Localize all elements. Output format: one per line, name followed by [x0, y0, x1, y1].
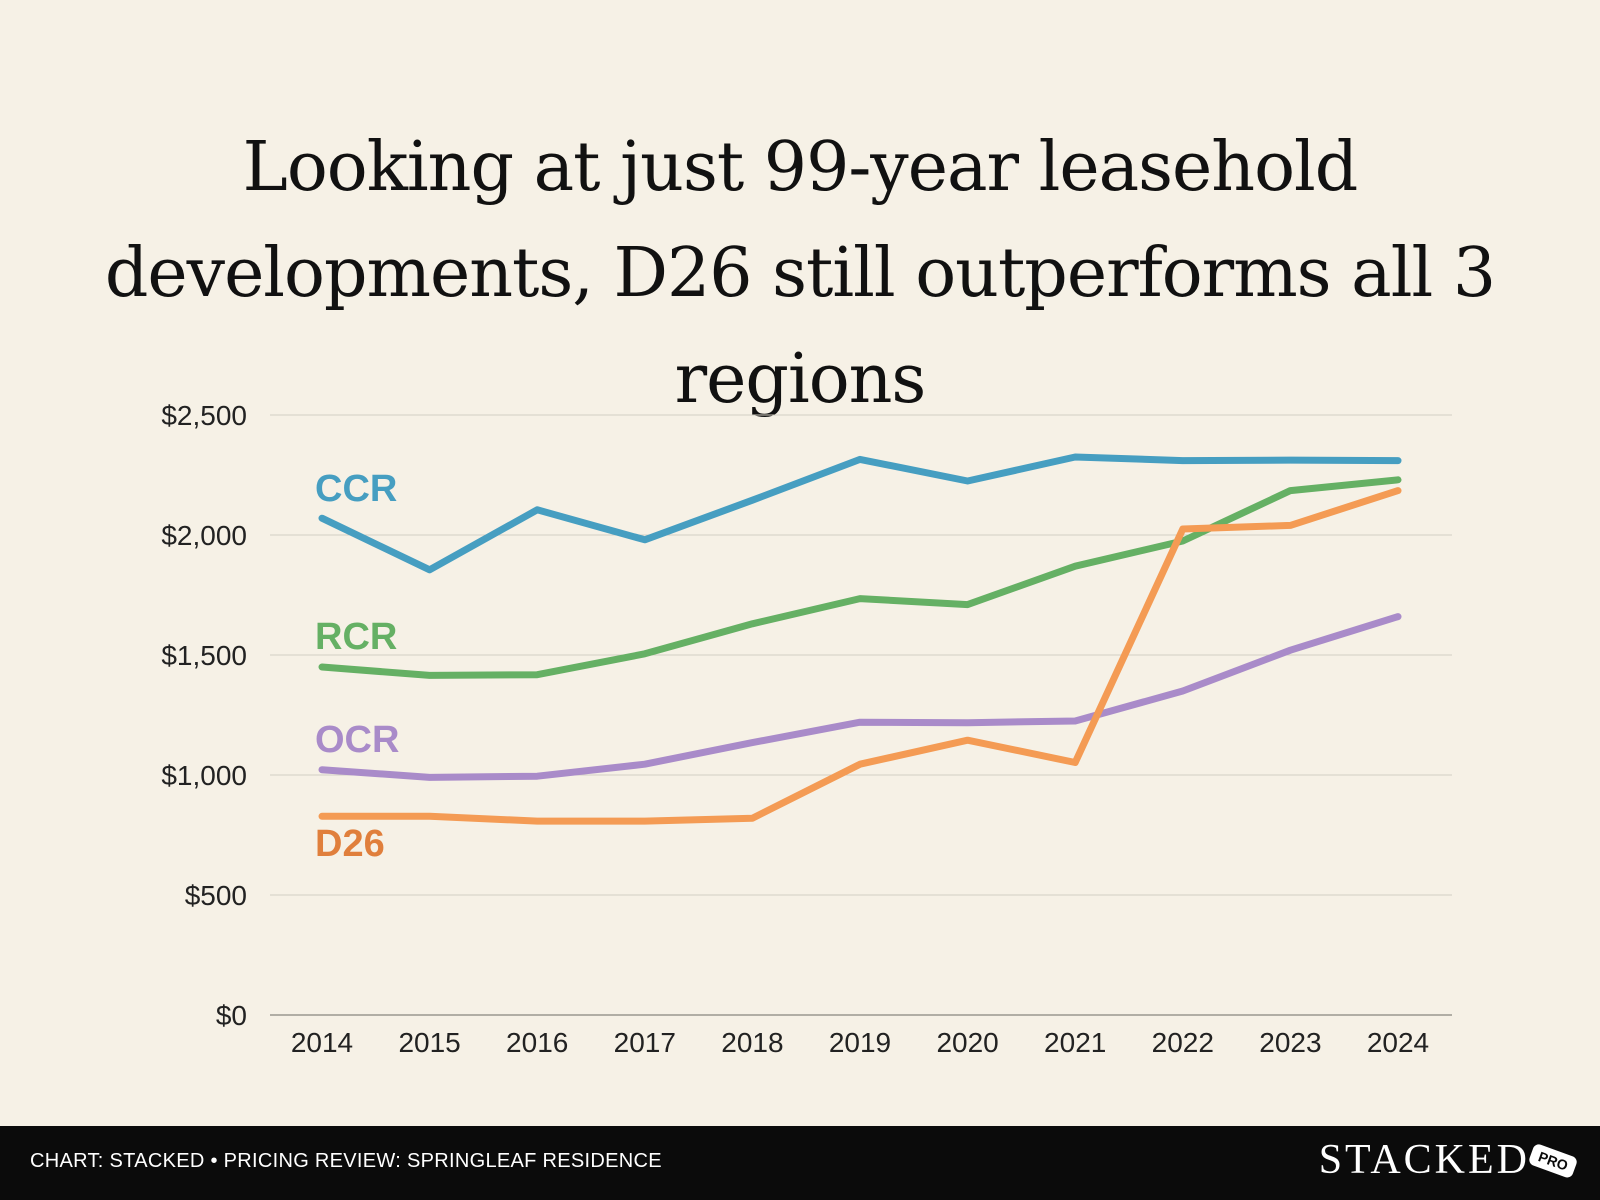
- series-label-ccr: CCR: [315, 468, 397, 510]
- series-line-rcr: [318, 476, 1402, 679]
- pro-badge: PRO: [1527, 1142, 1579, 1180]
- series-label-rcr: RCR: [315, 616, 397, 658]
- x-tick-label: 2020: [936, 1027, 998, 1058]
- brand-logo: STACKED: [1318, 1137, 1530, 1183]
- y-tick-label: $500: [185, 880, 247, 911]
- x-tick-label: 2014: [291, 1027, 353, 1058]
- x-tick-label: 2016: [506, 1027, 568, 1058]
- y-tick-label: $2,500: [161, 400, 247, 431]
- y-tick-label: $1,500: [161, 640, 247, 671]
- series-label-d26: D26: [315, 823, 385, 865]
- x-tick-label: 2015: [398, 1027, 460, 1058]
- y-tick-label: $2,000: [161, 520, 247, 551]
- x-tick-label: 2023: [1259, 1027, 1321, 1058]
- x-tick-label: 2024: [1367, 1027, 1429, 1058]
- series-lines: [318, 453, 1402, 825]
- x-tick-label: 2019: [829, 1027, 891, 1058]
- y-tick-label: $1,000: [161, 760, 247, 791]
- y-axis-ticks: $0 $500 $1,000 $1,500 $2,000 $2,500: [161, 400, 247, 1031]
- series-line-ccr: [318, 453, 1402, 574]
- series-labels: CCR RCR OCR D26: [315, 468, 399, 865]
- chart-title: Looking at just 99-year leasehold develo…: [104, 128, 1496, 419]
- chart-credit: CHART: STACKED • PRICING REVIEW: SPRINGL…: [30, 1150, 662, 1172]
- x-axis-ticks: 2014 2015 2016 2017 2018 2019 2020 2021 2022 2023…: [291, 1027, 1429, 1058]
- line-chart: $0$500$1,000$1,500$2,000$2,500 2014 2015 2…: [161, 400, 1452, 1058]
- x-tick-label: 2022: [1152, 1027, 1214, 1058]
- x-tick-label: 2018: [721, 1027, 783, 1058]
- y-tick-label: $0: [216, 1000, 247, 1031]
- x-tick-label: 2017: [614, 1027, 676, 1058]
- footer-bar: CHART: STACKED • PRICING REVIEW: SPRINGL…: [0, 1126, 1600, 1200]
- x-tick-label: 2021: [1044, 1027, 1106, 1058]
- gridlines: [270, 414, 1452, 1016]
- series-line-ocr: [318, 613, 1402, 781]
- series-label-ocr: OCR: [315, 719, 399, 761]
- series-line-d26: [318, 487, 1402, 825]
